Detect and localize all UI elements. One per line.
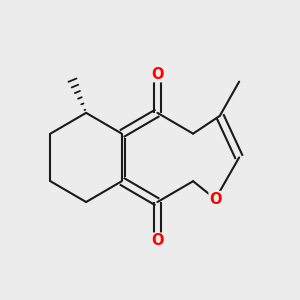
Text: O: O — [151, 67, 164, 82]
Text: O: O — [209, 191, 222, 206]
Text: O: O — [151, 233, 164, 248]
